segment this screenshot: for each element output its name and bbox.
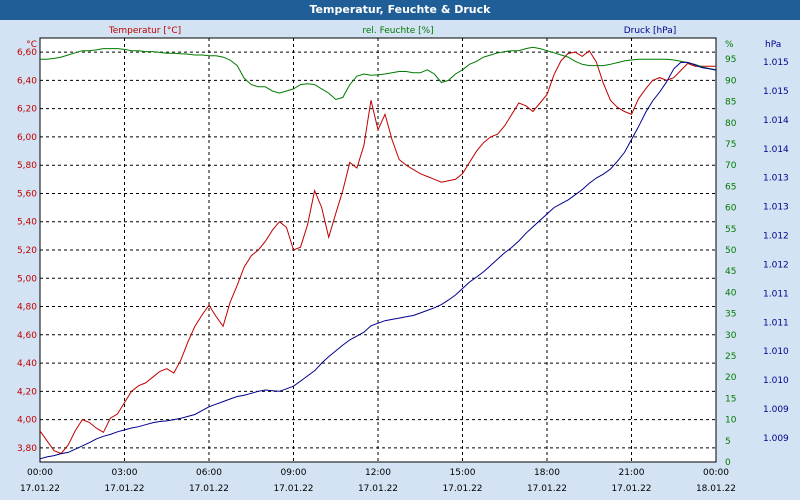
right-axis-humidity-tick: 10 (725, 416, 737, 426)
x-tick-time: 09:00 (281, 468, 307, 478)
right-axis-pressure-tick: 1.012 (763, 232, 789, 242)
legend-temperature: Temperatur [°C] (108, 26, 181, 36)
left-axis-unit: °C (26, 40, 37, 50)
right-axis-humidity-tick: 65 (725, 182, 736, 192)
x-tick-time: 15:00 (450, 468, 476, 478)
right-axis-humidity-unit: % (725, 40, 734, 50)
x-tick-date: 17.01.22 (189, 484, 229, 494)
series-temperature-line (39, 49, 716, 455)
right-axis-humidity-tick: 75 (725, 140, 736, 150)
x-tick-date: 17.01.22 (442, 484, 482, 494)
x-tick-date: 17.01.22 (273, 484, 313, 494)
left-axis-tick: 6,60 (17, 48, 37, 58)
left-axis-tick: 6,40 (17, 76, 37, 86)
right-axis-humidity-tick: 0 (725, 458, 731, 468)
right-axis-pressure-tick: 1.014 (763, 116, 789, 126)
legend-pressure: Druck [hPa] (624, 26, 677, 36)
x-tick-date: 17.01.22 (611, 484, 651, 494)
right-axis-pressure-tick: 1.013 (763, 203, 789, 213)
left-axis-tick: 3,80 (17, 444, 37, 454)
x-tick-date: 17.01.22 (358, 484, 398, 494)
right-axis-humidity-tick: 20 (725, 373, 737, 383)
right-axis-pressure-tick: 1.011 (763, 318, 789, 328)
right-axis-humidity-tick: 45 (725, 267, 736, 277)
x-tick-date: 17.01.22 (104, 484, 144, 494)
x-tick-time: 00:00 (27, 468, 53, 478)
x-tick-date: 17.01.22 (527, 484, 567, 494)
right-axis-humidity-tick: 95 (725, 55, 736, 65)
left-axis-tick: 4,40 (17, 359, 37, 369)
right-axis-humidity-tick: 40 (725, 288, 737, 298)
right-axis-humidity-tick: 25 (725, 352, 736, 362)
right-axis-humidity-tick: 55 (725, 225, 736, 235)
left-axis-tick: 5,60 (17, 189, 37, 199)
series-pressure-line (39, 61, 717, 460)
left-axis-tick: 5,80 (17, 161, 37, 171)
right-axis-humidity-tick: 85 (725, 98, 736, 108)
right-axis-humidity-tick: 60 (725, 204, 737, 214)
right-axis-pressure-tick: 1.010 (763, 347, 789, 357)
right-axis-pressure-tick: 1.009 (763, 434, 789, 444)
left-axis-tick: 4,60 (17, 331, 37, 341)
x-tick-time: 00:00 (703, 468, 729, 478)
left-axis-tick: 6,00 (17, 133, 37, 143)
right-axis-humidity-tick: 35 (725, 310, 736, 320)
right-axis-pressure-tick: 1.012 (763, 260, 789, 270)
x-tick-time: 03:00 (112, 468, 138, 478)
x-tick-time: 12:00 (365, 468, 391, 478)
x-tick-time: 06:00 (196, 468, 222, 478)
right-axis-humidity-tick: 30 (725, 331, 737, 341)
right-axis-pressure-tick: 1.011 (763, 289, 789, 299)
right-axis-pressure-tick: 1.013 (763, 174, 789, 184)
right-axis-humidity-tick: 90 (725, 76, 737, 86)
left-axis-tick: 4,80 (17, 303, 37, 313)
right-axis-pressure-tick: 1.009 (763, 405, 789, 415)
chart-title: Temperatur, Feuchte & Druck (0, 0, 800, 20)
x-tick-date: 18.01.22 (696, 484, 736, 494)
right-axis-humidity-tick: 15 (725, 394, 736, 404)
right-axis-pressure-tick: 1.015 (763, 58, 789, 68)
right-axis-pressure-unit: hPa (765, 40, 781, 50)
right-axis-pressure-tick: 1.014 (763, 145, 789, 155)
right-axis-pressure-tick: 1.010 (763, 376, 789, 386)
x-tick-date: 17.01.22 (20, 484, 60, 494)
left-axis-tick: 5,40 (17, 218, 37, 228)
legend-humidity: rel. Feuchte [%] (362, 26, 433, 36)
left-axis-tick: 4,00 (17, 416, 37, 426)
right-axis-pressure-tick: 1.015 (763, 87, 789, 97)
right-axis-humidity-tick: 70 (725, 161, 737, 171)
series-humidity-line (40, 46, 717, 101)
right-axis-humidity-tick: 50 (725, 246, 737, 256)
left-axis-tick: 6,20 (17, 105, 37, 115)
right-axis-humidity-tick: 5 (725, 437, 731, 447)
left-axis-tick: 5,00 (17, 274, 37, 284)
left-axis-tick: 5,20 (17, 246, 37, 256)
x-tick-time: 18:00 (534, 468, 560, 478)
left-axis-tick: 4,20 (17, 387, 37, 397)
right-axis-humidity-tick: 80 (725, 119, 737, 129)
x-tick-time: 21:00 (619, 468, 645, 478)
